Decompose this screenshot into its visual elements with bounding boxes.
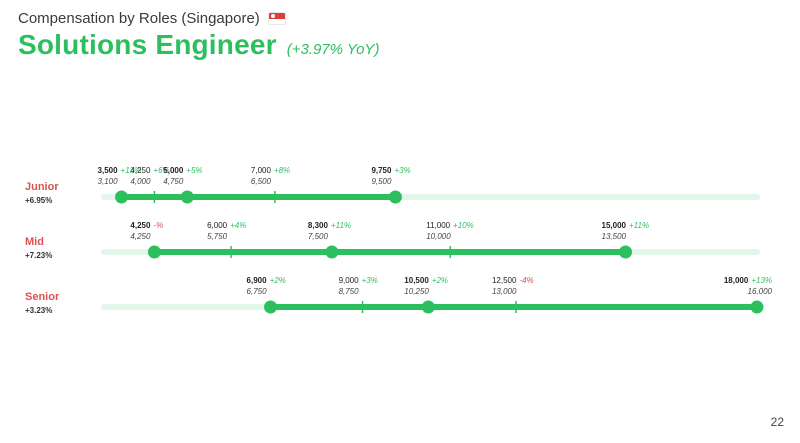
value-label: 18,000 +13%: [724, 276, 772, 285]
value-label: 8,300 +11%: [308, 221, 351, 230]
prev-value-label: 9,500: [371, 177, 392, 186]
prev-value-label: 7,500: [308, 232, 329, 241]
prev-value-label: 3,100: [98, 177, 119, 186]
value-label: 12,500 -4%: [492, 276, 534, 285]
page-number: 22: [770, 415, 784, 429]
chart-subtitle: Compensation by Roles (Singapore): [18, 10, 260, 27]
role-change-junior: +6.95%: [25, 196, 52, 205]
header: Compensation by Roles (Singapore) Soluti…: [18, 10, 379, 61]
value-label: 4,250 -%: [130, 221, 163, 230]
role-label-junior: Junior: [25, 181, 59, 193]
range-dot: [388, 190, 402, 204]
range-dot: [421, 300, 435, 314]
role-label-senior: Senior: [25, 291, 60, 303]
range-dot: [619, 245, 633, 259]
range-dot: [115, 190, 129, 204]
prev-value-label: 10,000: [426, 232, 451, 241]
title-row: Solutions Engineer (+3.97% YoY): [18, 29, 379, 61]
role-change-senior: +3.23%: [25, 306, 52, 315]
range-dot: [180, 190, 194, 204]
prev-value-label: 16,000: [748, 287, 773, 296]
value-label: 15,000 +11%: [602, 221, 650, 230]
value-label: 9,000 +3%: [339, 276, 378, 285]
role-change-mid: +7.23%: [25, 251, 52, 260]
prev-value-label: 13,500: [602, 232, 627, 241]
prev-value-label: 5,750: [207, 232, 228, 241]
value-label: 5,000 +5%: [163, 166, 202, 175]
value-label: 7,000 +8%: [251, 166, 290, 175]
prev-value-label: 4,000: [130, 177, 151, 186]
prev-value-label: 10,250: [404, 287, 429, 296]
value-label: 11,000 +10%: [426, 221, 474, 230]
range-dot: [147, 245, 161, 259]
value-label: 10,500 +2%: [404, 276, 448, 285]
range-dot: [750, 300, 764, 314]
prev-value-label: 6,750: [247, 287, 268, 296]
singapore-flag-icon: [267, 12, 286, 25]
value-label: 9,750 +3%: [371, 166, 410, 175]
range-dot: [325, 245, 339, 259]
prev-value-label: 8,750: [339, 287, 360, 296]
page-title: Solutions Engineer: [18, 29, 277, 60]
prev-value-label: 6,500: [251, 177, 272, 186]
value-label: 3,500 +13%: [98, 166, 142, 175]
value-label: 4,250 +6%: [130, 166, 169, 175]
prev-value-label: 13,000: [492, 287, 517, 296]
yoy-change: (+3.97% YoY): [286, 41, 380, 58]
role-label-mid: Mid: [25, 236, 44, 248]
value-label: 6,000 +4%: [207, 221, 246, 230]
prev-value-label: 4,750: [163, 177, 184, 186]
value-label: 6,900 +2%: [247, 276, 286, 285]
chart-subtitle-row: Compensation by Roles (Singapore): [18, 10, 379, 27]
prev-value-label: 4,250: [130, 232, 151, 241]
range-dot: [264, 300, 278, 314]
